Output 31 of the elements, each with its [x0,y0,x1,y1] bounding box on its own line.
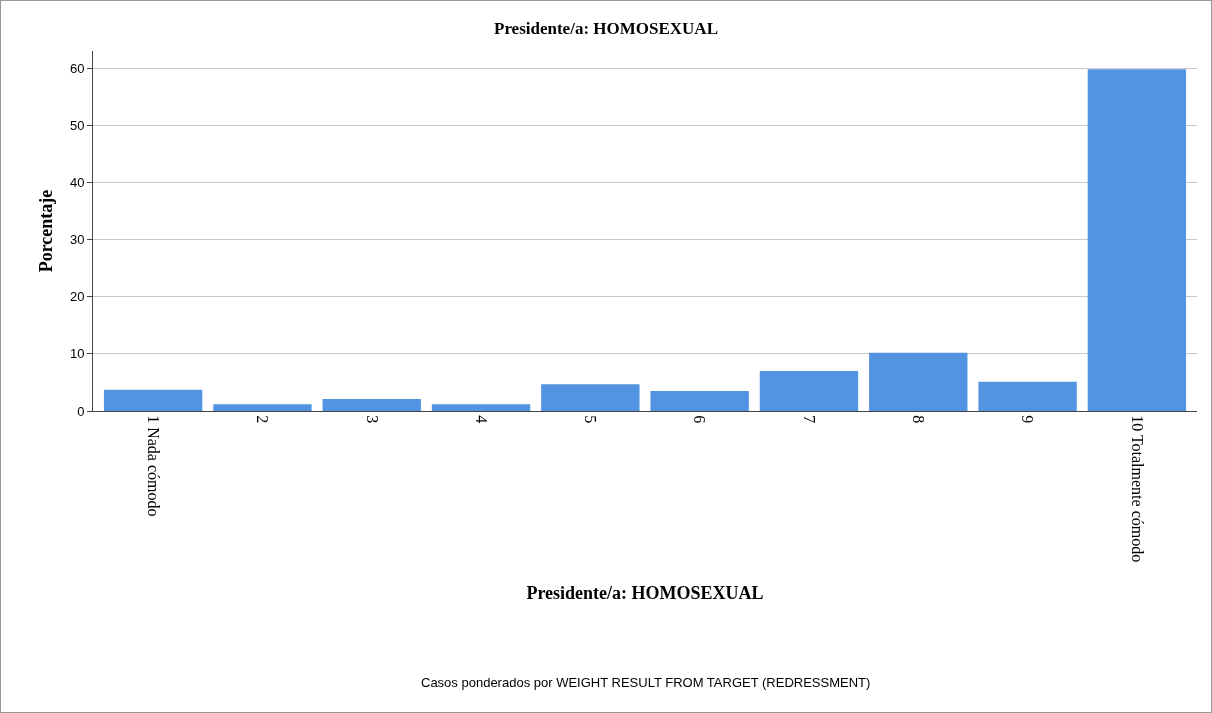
y-axis-title: Porcentaje [36,189,57,273]
y-tick-label: 50 [69,117,85,133]
bar [431,404,531,411]
bar [1087,69,1187,411]
x-tick-label: 3 [363,415,381,424]
bar [103,389,203,411]
y-tick-label: 20 [69,289,85,305]
y-tick-label: 40 [69,174,85,190]
x-tick-label: 4 [472,415,490,424]
x-tick-label: 5 [582,415,600,424]
bar [869,352,968,411]
bar [213,404,312,411]
bar [759,371,859,411]
x-tick-label: 1 Nada cómodo [144,415,162,517]
y-tick-label: 60 [69,60,85,76]
bar [322,399,421,411]
y-tick-label: 10 [69,346,85,362]
x-tick-label: 2 [254,415,272,424]
y-tick-label: 30 [69,232,85,248]
x-tick-label: 8 [910,415,928,424]
x-tick-label: 9 [1019,415,1037,424]
chart-title: Presidente/a: HOMOSEXUAL [494,19,718,39]
bar [541,384,640,411]
x-tick-label: 6 [691,415,709,424]
x-axis-title: Presidente/a: HOMOSEXUAL [526,583,764,604]
bar [650,391,749,411]
text: Casos ponderados por WEIGHT RESULT FROM TARGET (REDRESSMENT) [421,675,871,690]
x-tick-label: 7 [800,415,818,424]
x-tick-label: 10 Totalmente cómodo [1128,415,1146,563]
bar [978,381,1077,411]
y-tick-label: 0 [77,403,85,419]
